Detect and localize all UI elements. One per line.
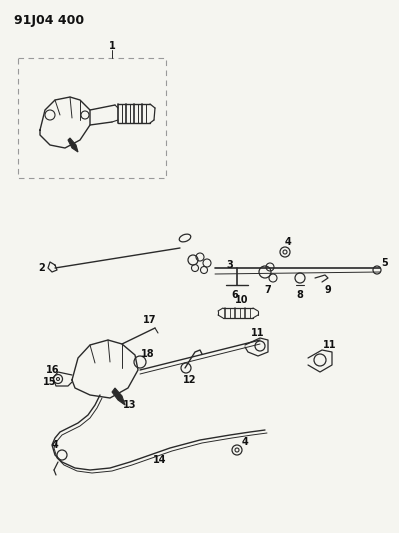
Text: 91J04 400: 91J04 400 — [14, 14, 84, 27]
Text: 7: 7 — [265, 285, 271, 295]
Text: 5: 5 — [381, 258, 388, 268]
Text: 4: 4 — [284, 237, 291, 247]
Polygon shape — [112, 388, 125, 405]
Text: 2: 2 — [39, 263, 45, 273]
Text: 12: 12 — [183, 375, 197, 385]
Text: 6: 6 — [232, 290, 238, 300]
Text: 13: 13 — [123, 400, 137, 410]
Text: 1: 1 — [109, 41, 115, 51]
Text: 4: 4 — [242, 437, 248, 447]
Text: 18: 18 — [141, 349, 155, 359]
Text: 16: 16 — [46, 365, 60, 375]
Text: 11: 11 — [251, 328, 265, 338]
Text: 15: 15 — [43, 377, 57, 387]
Text: 3: 3 — [227, 260, 233, 270]
Text: 17: 17 — [143, 315, 157, 325]
Bar — [18, 58, 166, 178]
Text: 11: 11 — [323, 340, 337, 350]
Text: 8: 8 — [296, 290, 303, 300]
Polygon shape — [68, 138, 78, 152]
Text: 14: 14 — [153, 455, 167, 465]
Text: 4: 4 — [51, 440, 58, 450]
Text: 9: 9 — [325, 285, 332, 295]
Text: 10: 10 — [235, 295, 249, 305]
